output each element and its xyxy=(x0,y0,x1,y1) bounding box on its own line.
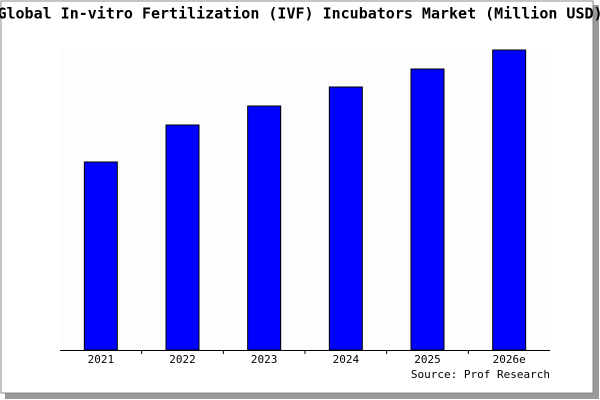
bar xyxy=(83,161,118,351)
bar xyxy=(492,49,527,351)
x-tick-label: 2023 xyxy=(251,353,278,366)
bar xyxy=(328,86,363,351)
plot-area xyxy=(60,48,550,350)
x-tick-label: 2022 xyxy=(169,353,196,366)
source-note: Source: Prof Research xyxy=(411,368,550,381)
x-tick-label: 2025 xyxy=(414,353,441,366)
chart-title: Global In-vitro Fertilization (IVF) Incu… xyxy=(0,5,600,23)
bar xyxy=(165,124,200,351)
bar xyxy=(247,105,282,351)
x-tick-label: 2024 xyxy=(333,353,360,366)
x-tick-label: 2026e xyxy=(493,353,526,366)
x-tick-label: 2021 xyxy=(88,353,115,366)
bar xyxy=(410,68,445,351)
